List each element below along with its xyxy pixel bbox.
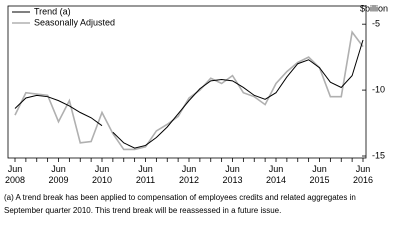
footnote: (a) A trend break has been applied to co… xyxy=(4,193,356,215)
y-tick-label: -15 xyxy=(372,150,385,160)
chart-svg: $billion -5 -10 -15 Trend (a)Seasonally Adj… xyxy=(7,3,388,162)
chart: $billion -5 -10 -15 Trend (a) Seasonally Adj… xyxy=(4,3,389,215)
series-line xyxy=(112,39,364,149)
x-tick-label: Jun 2013 xyxy=(222,164,243,185)
x-tick-label: Jun 2010 xyxy=(91,164,113,185)
y-axis-label: $billion xyxy=(360,3,388,13)
y-tick-label: -5 xyxy=(372,19,380,29)
series-line xyxy=(14,94,103,127)
x-tick-label: Jun 2008 xyxy=(4,164,26,185)
legend-label: Trend (a) xyxy=(34,6,71,16)
x-tick-label: Jun 2009 xyxy=(48,164,69,185)
x-tick-label: Jun 2015 xyxy=(309,164,330,185)
legend-label: Seasonally Adjusted xyxy=(34,17,115,27)
y-tick-label: -10 xyxy=(372,84,385,94)
plot-frame xyxy=(7,5,367,159)
x-tick-label: Jun 2012 xyxy=(178,164,200,185)
series-line xyxy=(14,30,364,151)
x-tick-label: Jun 2016 xyxy=(352,164,374,185)
x-tick-label: Jun 2014 xyxy=(265,164,287,185)
x-tick-label: Jun 2011 xyxy=(135,164,156,185)
